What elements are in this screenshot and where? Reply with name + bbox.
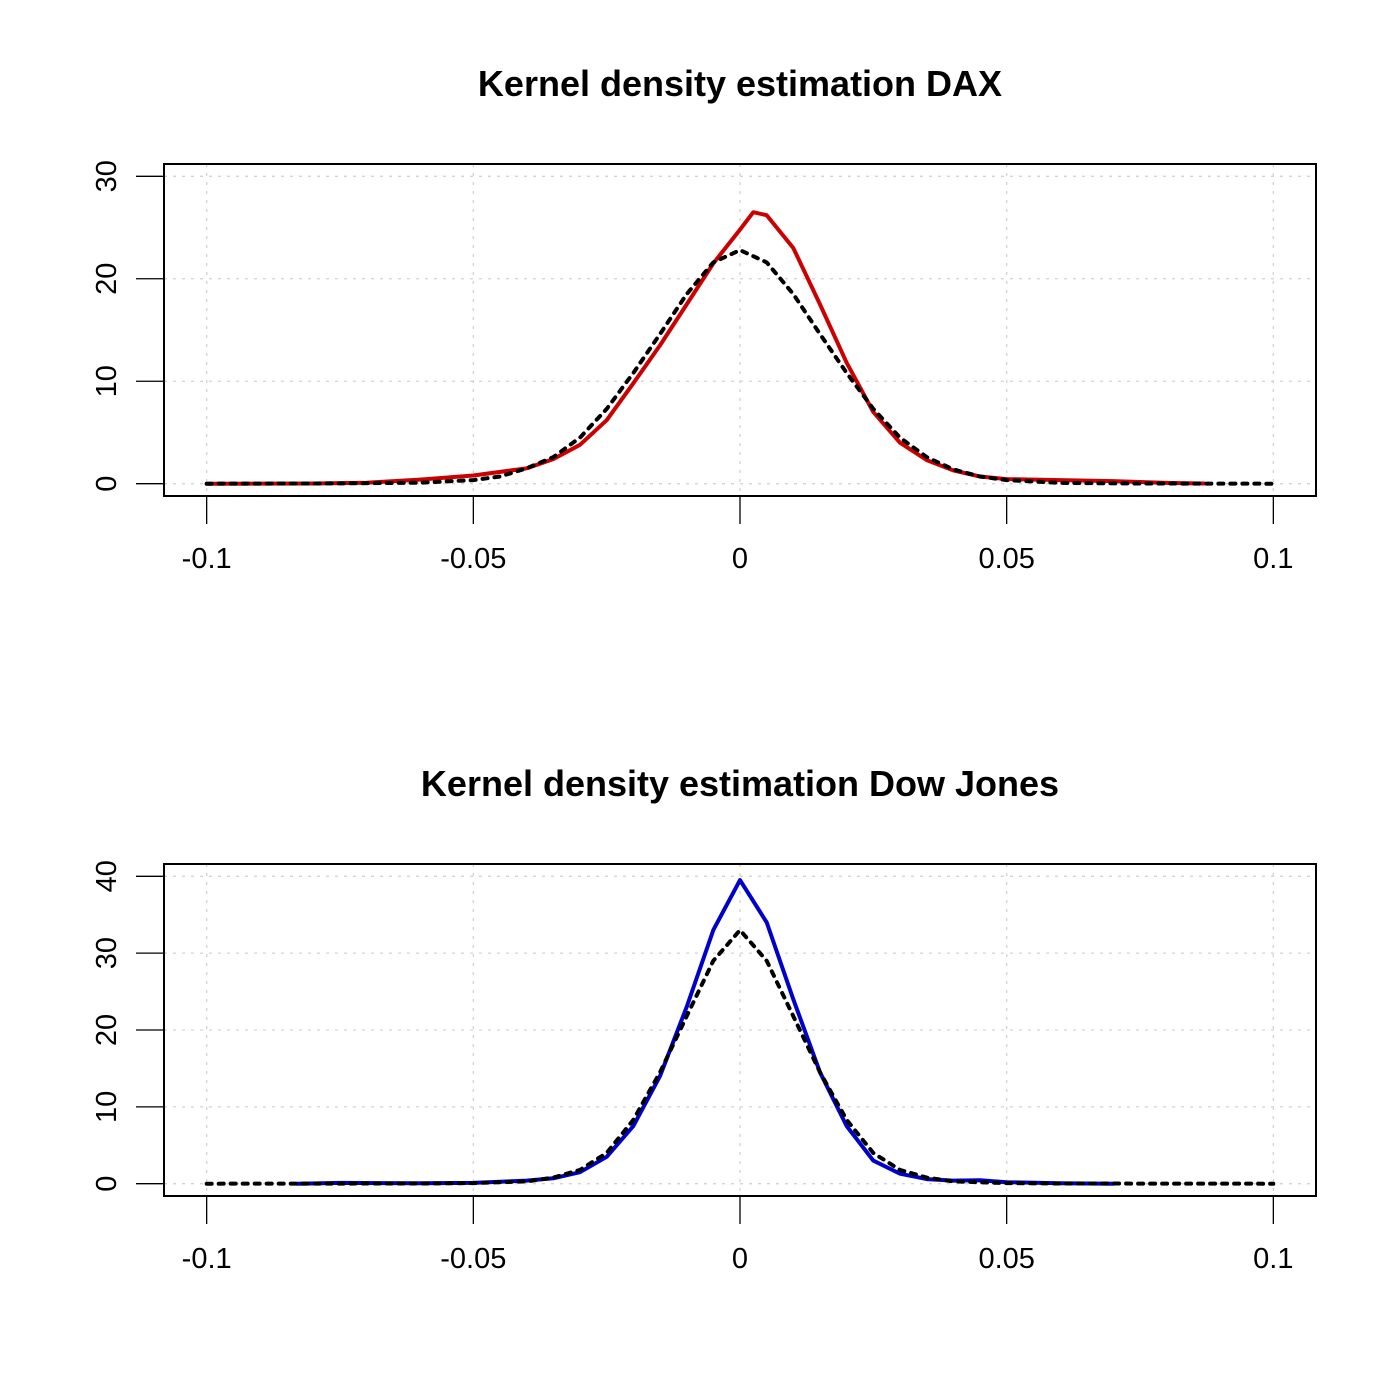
chart-title: Kernel density estimation DAX bbox=[478, 63, 1002, 104]
x-tick-label: -0.05 bbox=[440, 543, 506, 575]
grid bbox=[164, 864, 1316, 1196]
y-tick-label: 10 bbox=[91, 365, 123, 397]
axes: -0.1 -0.05 0 0.05 0.1 0 10 20 30 bbox=[91, 160, 1293, 575]
x-tick-label: 0.1 bbox=[1253, 543, 1293, 575]
y-tick-label: 10 bbox=[91, 1091, 123, 1123]
x-tick-label: 0 bbox=[732, 543, 748, 575]
chart-title: Kernel density estimation Dow Jones bbox=[421, 763, 1059, 804]
chart-dow-jones: Kernel density estimation Dow Jones -0.1… bbox=[91, 763, 1317, 1275]
y-tick-label: 20 bbox=[91, 263, 123, 295]
y-tick-label: 0 bbox=[91, 476, 123, 492]
y-tick-label: 30 bbox=[91, 160, 123, 192]
x-tick-label: 0.05 bbox=[978, 543, 1034, 575]
series-lines bbox=[204, 210, 1276, 486]
x-tick-label: 0 bbox=[732, 1243, 748, 1275]
y-tick-label: 0 bbox=[91, 1176, 123, 1192]
x-tick-label: 0.05 bbox=[978, 1243, 1034, 1275]
axes: -0.1 -0.05 0 0.05 0.1 0 10 20 30 40 bbox=[91, 860, 1293, 1275]
x-tick-label: -0.05 bbox=[440, 1243, 506, 1275]
x-tick-label: 0.1 bbox=[1253, 1243, 1293, 1275]
chart-dax: Kernel density estimation DAX -0.1 -0.05 0… bbox=[91, 63, 1317, 575]
normal-reference-line bbox=[204, 928, 1276, 1186]
y-tick-label: 20 bbox=[91, 1014, 123, 1046]
series-lines bbox=[204, 878, 1276, 1186]
x-tick-label: -0.1 bbox=[182, 543, 232, 575]
x-tick-label: -0.1 bbox=[182, 1243, 232, 1275]
y-tick-label: 30 bbox=[91, 937, 123, 969]
kernel-density-line bbox=[295, 878, 1116, 1186]
normal-reference-line bbox=[204, 248, 1276, 486]
y-tick-label: 40 bbox=[91, 860, 123, 892]
